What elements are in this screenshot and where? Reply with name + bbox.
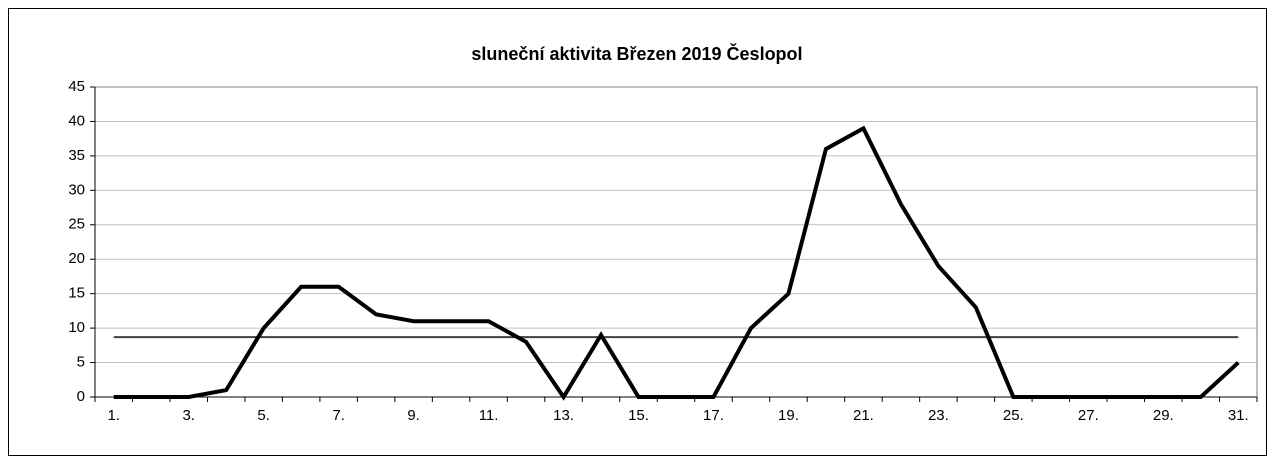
x-tick-label: 13. <box>553 407 574 424</box>
y-tick-label: 30 <box>68 181 85 198</box>
x-tick-label: 29. <box>1153 407 1174 424</box>
x-tick-label: 1. <box>107 407 120 424</box>
x-tick-label: 3. <box>182 407 195 424</box>
data-line <box>113 125 1240 401</box>
x-tick-label: 11. <box>479 407 499 424</box>
chart-frame <box>8 8 1267 456</box>
y-tick-label: 40 <box>68 112 85 129</box>
x-tick-label: 9. <box>407 407 420 424</box>
y-tick-label: 0 <box>77 388 85 405</box>
x-tick-label: 31. <box>1228 407 1249 424</box>
y-tick-label: 5 <box>77 354 85 371</box>
y-tick-label: 15 <box>68 285 85 302</box>
chart-title: sluneční aktivita Březen 2019 Česlopol <box>471 43 802 64</box>
y-tick-label: 35 <box>68 147 85 164</box>
x-tick-label: 23. <box>928 407 949 424</box>
y-tick-label: 45 <box>68 78 85 95</box>
x-tick-label: 17. <box>703 407 724 424</box>
x-tick-label: 21. <box>853 407 874 424</box>
x-tick-label: 27. <box>1078 407 1099 424</box>
x-tick-label: 5. <box>257 407 270 424</box>
x-tick-label: 15. <box>628 407 649 424</box>
y-tick-label: 25 <box>68 216 85 233</box>
x-tick-label: 7. <box>332 407 345 424</box>
x-tick-label: 19. <box>778 407 799 424</box>
x-tick-label: 25. <box>1003 407 1024 424</box>
y-tick-label: 10 <box>68 319 85 336</box>
y-tick-label: 20 <box>68 250 85 267</box>
